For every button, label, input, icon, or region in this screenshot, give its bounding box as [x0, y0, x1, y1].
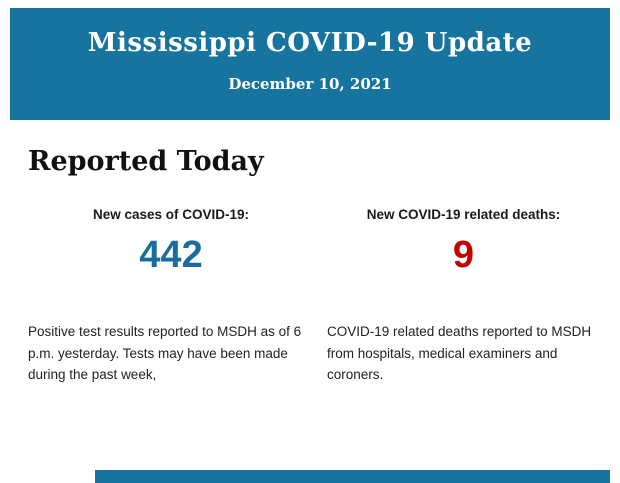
- footer-strip: [95, 470, 610, 483]
- new-cases-value: 442: [139, 234, 203, 276]
- stats-row: New cases of COVID-19: 442 Positive test…: [0, 207, 620, 386]
- page-title: Mississippi COVID-19 Update: [87, 28, 533, 58]
- stat-new-cases: New cases of COVID-19: 442 Positive test…: [28, 207, 314, 386]
- header-banner: Mississippi COVID-19 Update December 10,…: [10, 8, 610, 120]
- section-heading: Reported Today: [28, 146, 264, 177]
- new-cases-label: New cases of COVID-19:: [92, 207, 250, 222]
- banner-date: December 10, 2021: [228, 75, 392, 93]
- new-deaths-value: 9: [452, 234, 475, 276]
- stat-new-deaths: New COVID-19 related deaths: 9 COVID-19 …: [314, 207, 600, 386]
- new-deaths-label: New COVID-19 related deaths:: [366, 207, 561, 222]
- new-cases-description: Positive test results reported to MSDH a…: [28, 324, 302, 383]
- new-deaths-description: COVID-19 related deaths reported to MSDH…: [327, 324, 592, 383]
